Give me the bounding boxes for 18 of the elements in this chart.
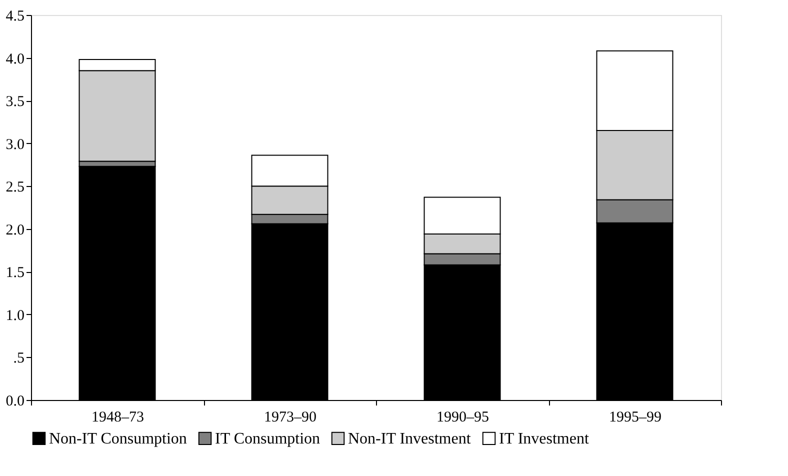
legend-label: Non-IT Consumption xyxy=(49,430,187,448)
x-tick-label: 1948–73 xyxy=(92,410,144,426)
x-tick-label: 1973–90 xyxy=(264,410,316,426)
legend-label: IT Consumption xyxy=(215,430,320,448)
y-tick-label: 3.0 xyxy=(6,136,24,153)
y-tick-label: 3.5 xyxy=(6,94,24,110)
legend-label: IT Investment xyxy=(499,430,590,448)
x-tick-label: 1995–99 xyxy=(609,410,662,426)
y-tick-label: 1.0 xyxy=(6,308,24,324)
legend-label: Non-IT Investment xyxy=(348,430,472,448)
y-tick-label: 4.0 xyxy=(6,51,24,68)
y-tick-label: 0.0 xyxy=(6,394,24,410)
y-tick-label: 2.0 xyxy=(6,222,24,238)
y-tick-label: 4.5 xyxy=(6,8,24,24)
y-tick-label: 1.5 xyxy=(6,265,24,282)
x-tick-label: 1990–95 xyxy=(436,410,489,426)
y-tick-label: .5 xyxy=(13,350,24,367)
y-tick-label: 2.5 xyxy=(6,180,24,196)
